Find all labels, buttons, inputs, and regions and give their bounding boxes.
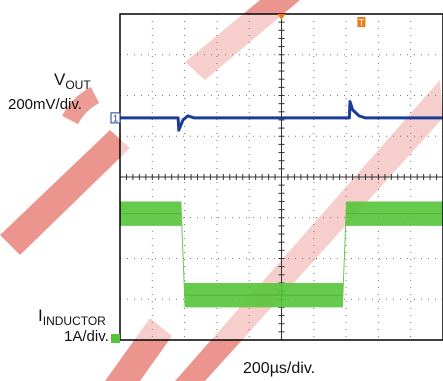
channel2-marker-icon: [111, 334, 120, 343]
watermark-stripe: [62, 87, 100, 125]
inductor-current-label: IINDUCTOR: [38, 306, 106, 328]
trigger-marker-icon: [357, 17, 366, 27]
inductor-current-trace: [120, 201, 443, 308]
channel1-marker-label: 1: [113, 113, 118, 123]
trigger-marker-label: T: [359, 18, 365, 28]
vout-trace: [120, 100, 443, 132]
channel1-marker-icon: [110, 112, 121, 124]
vout-scale-label: 200mV/div.: [8, 96, 82, 113]
vout-label: VOUT: [54, 70, 91, 92]
watermark-stripe: [0, 130, 130, 255]
time-scale-label: 200µs/div.: [243, 360, 316, 377]
trigger-position-marker: [277, 14, 286, 20]
inductor-scale-label: 1A/div.: [64, 328, 109, 345]
